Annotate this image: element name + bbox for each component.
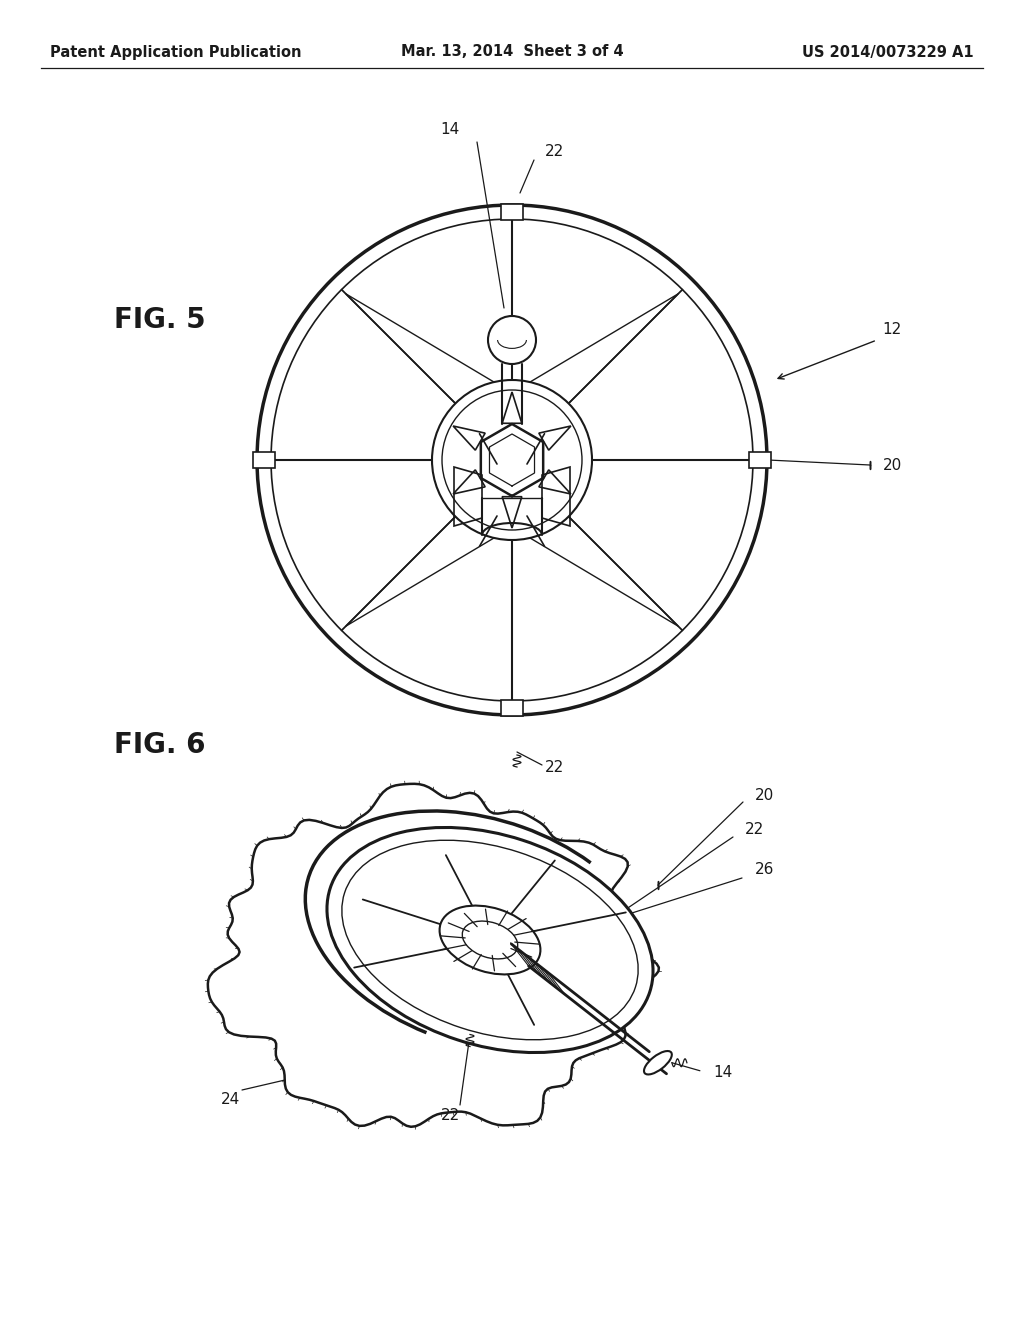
Text: 22: 22 xyxy=(545,144,563,160)
Text: 14: 14 xyxy=(713,1065,732,1080)
Text: 12: 12 xyxy=(883,322,901,338)
Text: 26: 26 xyxy=(755,862,774,878)
Text: Patent Application Publication: Patent Application Publication xyxy=(50,45,301,59)
Text: 20: 20 xyxy=(755,788,774,803)
Ellipse shape xyxy=(644,1051,672,1074)
Bar xyxy=(749,451,771,469)
Text: 14: 14 xyxy=(440,123,460,137)
Bar xyxy=(501,700,523,715)
Text: 24: 24 xyxy=(220,1093,240,1107)
Circle shape xyxy=(432,380,592,540)
Text: 22: 22 xyxy=(440,1107,460,1122)
Circle shape xyxy=(257,205,767,715)
Ellipse shape xyxy=(439,906,541,974)
Bar xyxy=(253,451,275,469)
Text: 22: 22 xyxy=(745,822,764,837)
Ellipse shape xyxy=(327,828,653,1052)
Text: 20: 20 xyxy=(883,458,901,473)
Text: Mar. 13, 2014  Sheet 3 of 4: Mar. 13, 2014 Sheet 3 of 4 xyxy=(400,45,624,59)
Text: FIG. 5: FIG. 5 xyxy=(115,306,206,334)
Circle shape xyxy=(488,315,536,364)
Text: 22: 22 xyxy=(545,760,563,776)
Text: US 2014/0073229 A1: US 2014/0073229 A1 xyxy=(803,45,974,59)
Text: FIG. 6: FIG. 6 xyxy=(115,731,206,759)
Bar xyxy=(501,205,523,220)
